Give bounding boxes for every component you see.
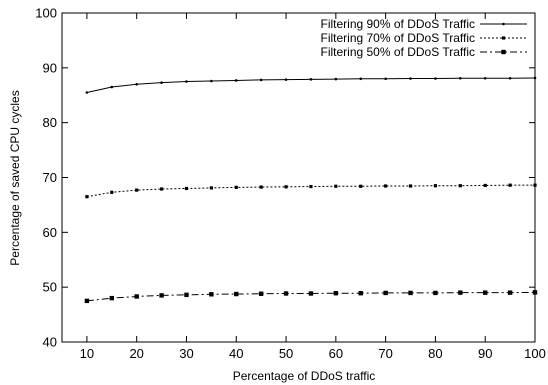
y-tick-label: 70 <box>43 170 57 185</box>
data-point <box>84 298 90 304</box>
data-point <box>234 185 238 189</box>
legend-marker <box>501 36 506 40</box>
legend-label: Filtering 90% of DDoS Traffic <box>320 17 475 31</box>
y-tick-label: 90 <box>43 60 57 75</box>
y-tick-label: 40 <box>43 335 57 350</box>
data-point <box>109 295 114 301</box>
data-point <box>508 76 512 80</box>
data-point <box>283 291 289 296</box>
y-tick-label: 50 <box>43 280 57 295</box>
data-point <box>507 290 513 295</box>
x-tick-label: 20 <box>129 346 143 361</box>
legend-item: Filtering 90% of DDoS Traffic <box>320 17 527 31</box>
legend-marker <box>502 22 505 26</box>
data-point <box>284 185 288 189</box>
x-tick-label: 100 <box>524 346 546 361</box>
x-tick-label: 10 <box>80 346 94 361</box>
data-point <box>533 76 537 80</box>
data-point <box>258 291 264 296</box>
data-point <box>434 77 437 80</box>
legend-item: Filtering 70% of DDoS Traffic <box>320 31 527 45</box>
legend-label: Filtering 70% of DDoS Traffic <box>320 31 475 45</box>
legend-item: Filtering 50% of DDoS Traffic <box>320 45 527 59</box>
data-point <box>184 292 189 298</box>
x-tick-label: 30 <box>179 346 193 361</box>
data-point <box>259 185 263 189</box>
data-point <box>159 187 164 191</box>
data-point <box>308 291 314 296</box>
x-tick-label: 40 <box>229 346 243 361</box>
series-2 <box>85 183 537 199</box>
data-point <box>159 293 164 298</box>
data-point <box>333 290 339 296</box>
x-tick-label: 90 <box>478 346 492 361</box>
data-point <box>533 183 537 187</box>
data-point <box>483 290 488 295</box>
y-tick-label: 100 <box>35 6 57 21</box>
data-point <box>85 91 89 94</box>
data-point <box>309 184 313 189</box>
series-1 <box>85 76 537 94</box>
data-point <box>284 78 288 81</box>
y-axis-title: Percentage of saved CPU cycles <box>8 90 22 265</box>
data-point <box>135 82 138 86</box>
data-point <box>209 292 214 297</box>
y-tick-label: 60 <box>43 225 57 240</box>
data-point <box>234 79 238 82</box>
data-point <box>185 80 188 83</box>
data-point <box>259 78 263 82</box>
data-point <box>358 290 363 296</box>
series-3 <box>84 290 538 304</box>
data-point <box>134 294 139 299</box>
x-axis-title: Percentage of DDoS traffic <box>233 369 376 383</box>
data-point <box>532 290 538 295</box>
data-point <box>160 81 163 84</box>
data-point <box>359 77 363 81</box>
data-point <box>508 183 512 187</box>
data-point <box>459 76 462 80</box>
data-point <box>433 290 438 296</box>
data-point <box>209 186 213 190</box>
y-tick-label: 80 <box>43 115 57 130</box>
data-point <box>384 184 388 188</box>
data-point <box>334 184 338 188</box>
data-point <box>210 79 213 83</box>
data-point <box>309 78 313 81</box>
data-point <box>409 77 412 80</box>
data-point <box>433 184 438 188</box>
data-point <box>384 77 387 81</box>
x-tick-label: 70 <box>378 346 392 361</box>
data-point <box>135 188 139 192</box>
axes-layer: 10 20 30 40 50 60 70 80 90 100 40 50 60 70 80 90 100 <box>35 6 546 362</box>
data-point <box>458 184 462 188</box>
x-tick-label: 80 <box>428 346 442 361</box>
data-point <box>408 290 413 296</box>
data-point <box>408 184 413 188</box>
data-point <box>483 183 487 188</box>
data-point <box>359 184 363 188</box>
data-point <box>110 190 114 194</box>
data-point <box>334 77 338 81</box>
data-point <box>234 291 239 297</box>
legend-label: Filtering 50% of DDoS Traffic <box>320 45 475 59</box>
data-point <box>458 290 463 295</box>
data-point <box>383 290 388 296</box>
x-tick-label: 60 <box>329 346 343 361</box>
data-point <box>184 186 189 191</box>
legend-marker <box>501 49 506 55</box>
data-point <box>110 85 114 89</box>
data-point <box>483 76 487 80</box>
data-point <box>85 195 89 199</box>
x-tick-label: 50 <box>279 346 293 361</box>
series-layer <box>84 76 538 304</box>
